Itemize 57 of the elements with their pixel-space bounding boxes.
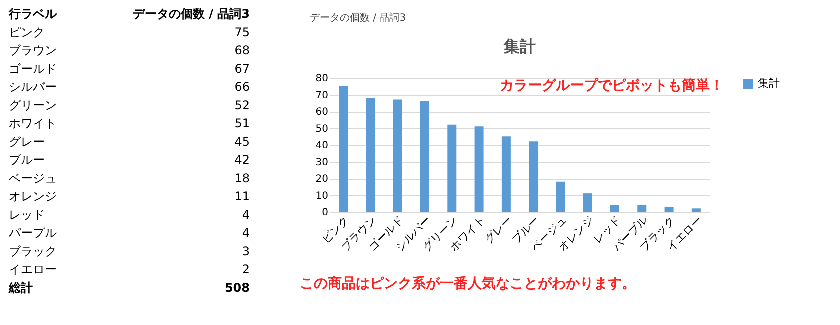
- bar: [339, 86, 348, 212]
- y-tick-label: 40: [316, 140, 328, 152]
- data-label: 11: [234, 190, 250, 204]
- bar: [664, 206, 674, 212]
- bar: [583, 194, 592, 212]
- text: 行ラベル: [8, 7, 58, 21]
- data-label: 4: [242, 226, 250, 240]
- category-label: グレー: [9, 134, 45, 149]
- y-tick-label: 0: [322, 208, 328, 218]
- y-tick-label: 80: [316, 74, 328, 84]
- bar: [529, 142, 538, 212]
- category-label: ピンク: [9, 25, 45, 40]
- chart-title: 集計: [503, 37, 536, 56]
- text: この商品はピンク系が一番人気なことがわかります。: [300, 275, 636, 292]
- data-label: 67: [234, 62, 250, 76]
- data-label: 75: [234, 25, 250, 40]
- bar: [366, 98, 376, 212]
- data-label: 68: [234, 44, 250, 58]
- bar: [448, 124, 457, 212]
- category-label: イエロー: [9, 262, 57, 277]
- data-label: 51: [234, 116, 250, 131]
- category-label: ホワイト: [9, 116, 57, 131]
- data-label: 2: [242, 262, 250, 277]
- category-label: ブルー: [9, 153, 45, 168]
- category-label: オレンジ: [9, 190, 57, 204]
- category-label: ブラウン: [9, 44, 57, 58]
- y-tick-label: 10: [316, 190, 328, 202]
- y-tick-label: 50: [316, 124, 328, 135]
- bar: [610, 205, 620, 212]
- data-label: 3: [242, 244, 250, 258]
- category-label: ゴールド: [9, 62, 57, 76]
- bar: [420, 101, 430, 212]
- data-label: 18: [234, 171, 250, 186]
- data-label: 42: [234, 153, 250, 168]
- annotation: カラーグループでピボットも簡単！: [500, 77, 724, 94]
- category-label: シルバー: [9, 80, 57, 94]
- legend-label: 集計: [758, 77, 780, 90]
- data-label: 45: [234, 134, 250, 149]
- data-label: 4: [242, 208, 250, 222]
- bar: [692, 208, 701, 212]
- bar: [474, 126, 484, 212]
- text: データの個数 / 品詞3: [310, 12, 406, 24]
- y-tick-label: 20: [316, 174, 328, 185]
- y-tick-label: 30: [316, 157, 328, 168]
- text: 総計: [8, 281, 33, 295]
- y-tick-label: 70: [316, 90, 328, 102]
- category-label: ベージュ: [9, 171, 57, 186]
- data-label: 52: [234, 98, 250, 112]
- bar: [556, 182, 566, 212]
- category-label: グリーン: [9, 98, 57, 112]
- bar: [502, 136, 511, 212]
- y-tick-label: 60: [316, 107, 328, 118]
- data-label: 66: [234, 80, 250, 94]
- bar: [638, 205, 647, 212]
- bar: [393, 100, 402, 212]
- text: 508: [224, 281, 250, 295]
- text: データの個数 / 品詞3: [132, 7, 250, 21]
